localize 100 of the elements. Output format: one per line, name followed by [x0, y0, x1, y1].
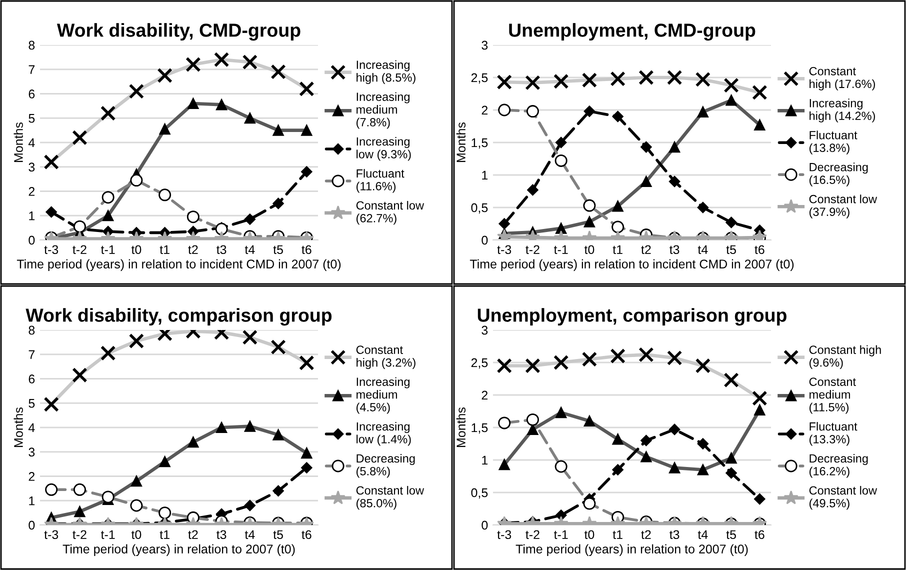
point [697, 438, 709, 450]
y-tick-label: 4 [28, 138, 35, 148]
legend-label: Increasing high (14.2%) [810, 98, 875, 122]
x-tick-label: t4 [244, 530, 255, 540]
chart-title: Unemployment, comparison group [478, 308, 786, 326]
x-tick-label: t1 [612, 530, 622, 540]
x-tick-label: t-3 [497, 530, 512, 540]
legend-label: Constant low (49.5%) [809, 486, 878, 510]
x-tick-label: t-3 [497, 245, 512, 254]
y-tick-label: 0,5 [471, 488, 488, 499]
y-tick-label: 2 [482, 106, 488, 115]
legend-label: Increasing medium (7.8%) [356, 92, 410, 129]
y-tick-label: 7 [28, 65, 35, 74]
x-tick-label: t0 [131, 530, 142, 540]
legend-label: Increasing medium (4.5%) [356, 377, 410, 414]
x-tick-label: t-2 [72, 245, 86, 254]
x-tick-label: t5 [273, 245, 283, 254]
point [498, 218, 510, 230]
point [301, 462, 312, 474]
y-tick-label: 0,5 [471, 203, 488, 214]
y-tick-label: 3 [482, 326, 488, 335]
legend-label: Constant medium (11.5%) [809, 378, 856, 414]
x-tick-label: t1 [160, 245, 170, 254]
y-axis-title: Months [456, 122, 466, 162]
x-tick-label: t6 [302, 245, 312, 254]
x-tick-label: t5 [726, 245, 736, 254]
y-tick-label: 0 [482, 236, 488, 245]
x-tick-label: t6 [302, 530, 312, 540]
point [272, 198, 284, 210]
point [612, 110, 624, 122]
x-tick-label: t4 [698, 245, 708, 254]
y-tick-label: 6 [28, 374, 35, 384]
x-tick-label: t-1 [554, 245, 568, 254]
legend-label: Constant high (9.6%) [809, 345, 881, 370]
chart-title: Unemployment, CMD-group [509, 23, 756, 41]
x-tick-label: t0 [584, 245, 594, 254]
y-tick-label: 0 [28, 520, 35, 530]
x-tick-label: t-1 [100, 245, 115, 254]
point [584, 106, 596, 117]
y-tick-label: 1,5 [472, 138, 488, 149]
point [754, 493, 766, 505]
y-axis-title: Months [14, 407, 23, 447]
y-tick-label: 1 [482, 170, 488, 180]
y-tick-label: 1,5 [472, 423, 488, 434]
legend-label: Fluctuant (13.3%) [810, 422, 858, 446]
y-tick-label: 8 [28, 40, 35, 50]
x-tick-label: t3 [670, 530, 680, 540]
y-tick-label: 0 [28, 236, 35, 245]
x-tick-label: t-1 [554, 530, 568, 540]
x-tick-label: t2 [188, 530, 198, 540]
x-axis-title: Time period (years) in relation to 2007 (t0) [62, 544, 295, 556]
point [527, 184, 538, 196]
x-tick-label: t3 [216, 530, 226, 540]
legend-label: Fluctuant (11.6%) [356, 168, 404, 193]
legend-label: Fluctuant (13.8%) [810, 130, 858, 154]
y-tick-label: 7 [28, 350, 35, 359]
y-tick-label: 2 [28, 187, 35, 196]
legend-label: Constant low (62.7%) [356, 200, 424, 225]
point [726, 467, 737, 479]
point [612, 464, 624, 476]
point [668, 176, 680, 188]
x-tick-label: t0 [131, 245, 142, 254]
legend-label: Increasing low (9.3%) [356, 137, 411, 161]
x-tick-label: t3 [216, 245, 226, 254]
x-tick-label: t2 [641, 530, 651, 540]
point [697, 202, 709, 214]
y-tick-label: 3 [28, 448, 35, 457]
x-tick-label: t1 [160, 530, 170, 540]
y-tick-label: 5 [28, 399, 35, 408]
legend-label: Increasing high (8.5%) [356, 60, 416, 84]
x-tick-label: t-3 [44, 245, 58, 254]
x-tick-label: t-2 [526, 530, 540, 540]
x-tick-label: t2 [641, 245, 651, 254]
legend-label: Constant low (37.9%) [809, 194, 878, 218]
chart-title: Work disability, comparison group [26, 308, 332, 326]
y-tick-label: 8 [28, 326, 35, 335]
y-tick-label: 2,5 [471, 358, 488, 369]
y-tick-label: 2 [482, 390, 488, 400]
y-tick-label: 0 [482, 520, 488, 530]
y-axis-title: Months [14, 122, 23, 162]
x-tick-label: t4 [244, 245, 255, 254]
y-tick-label: 1 [29, 212, 35, 220]
x-tick-label: t6 [754, 530, 764, 540]
x-tick-label: t5 [273, 530, 283, 540]
point [244, 500, 256, 512]
x-tick-label: t2 [188, 245, 198, 254]
y-tick-label: 6 [28, 90, 35, 98]
x-tick-label: t-2 [526, 245, 540, 254]
x-tick-label: t-2 [72, 530, 86, 540]
legend-label: Decreasing (16.5%) [810, 162, 868, 186]
x-tick-label: t-1 [100, 530, 115, 540]
point [46, 206, 57, 218]
x-tick-label: t-3 [44, 530, 58, 540]
point [668, 424, 680, 436]
point [555, 136, 567, 148]
y-tick-label: 2,5 [471, 73, 488, 84]
x-axis-title: Time period (years) in relation to incident CMD in 2007 (t0) [16, 259, 341, 271]
point [726, 216, 737, 228]
point [301, 166, 312, 178]
chart-title: Work disability, CMD-group [56, 23, 300, 41]
